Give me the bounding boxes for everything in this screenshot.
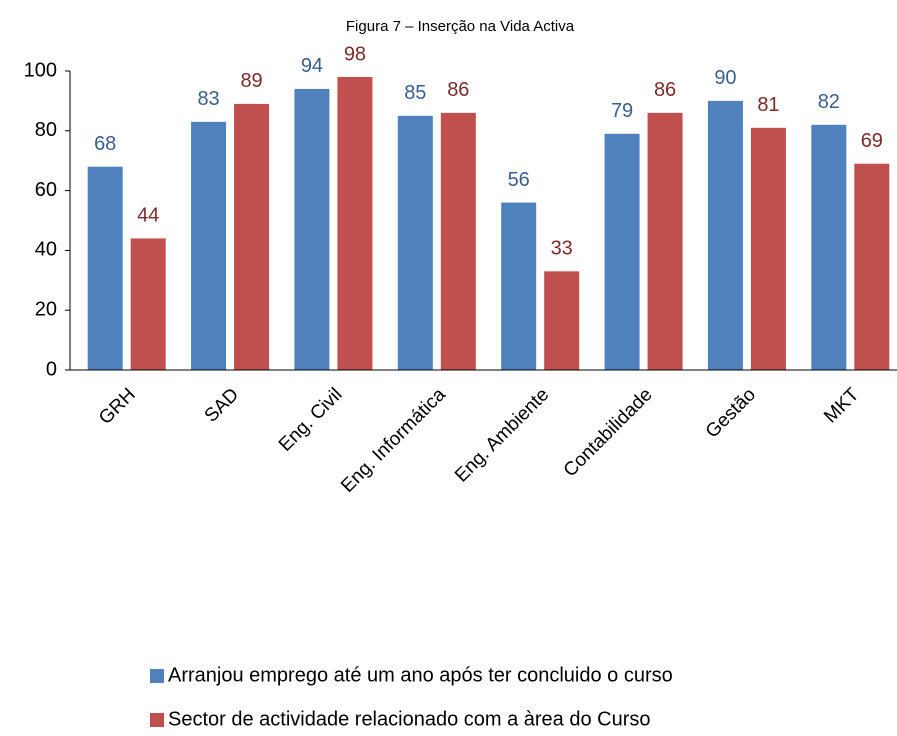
bar (294, 88, 330, 370)
bar (501, 202, 537, 370)
value-label: 68 (94, 133, 116, 155)
x-tick-label: GRH (95, 384, 140, 429)
bar (544, 271, 580, 370)
value-label: 82 (818, 91, 840, 113)
y-tick-label: 40 (35, 239, 57, 261)
y-tick-label: 0 (46, 358, 57, 380)
x-tick-label: Gestão (702, 384, 760, 442)
x-tick-label: SAD (201, 384, 243, 426)
bar (130, 238, 166, 370)
legend-swatch (150, 669, 164, 683)
bar (191, 121, 227, 370)
bar (234, 103, 270, 370)
value-label: 44 (137, 205, 159, 227)
value-label: 98 (344, 43, 366, 65)
legend-label: Arranjou emprego até um ano após ter con… (168, 664, 673, 686)
bar (397, 115, 433, 370)
value-label: 94 (301, 55, 323, 77)
x-tick-label: Contabilidade (560, 384, 657, 481)
y-tick-label: 60 (35, 179, 57, 201)
value-label: 79 (611, 100, 633, 122)
bar (811, 124, 847, 370)
value-label: 56 (508, 169, 530, 191)
bar (854, 163, 890, 370)
x-tick-label: Eng. Informática (337, 384, 450, 497)
x-tick-label: MKT (820, 384, 863, 427)
legend-label: Sector de actividade relacionado com a à… (168, 708, 651, 730)
value-label: 85 (404, 82, 426, 104)
value-label: 86 (654, 79, 676, 101)
value-label: 81 (757, 94, 779, 116)
y-tick-label: 100 (24, 59, 57, 81)
x-tick-label: Eng. Ambiente (451, 384, 553, 486)
bar (337, 76, 373, 370)
bar (604, 133, 640, 370)
y-tick-label: 80 (35, 119, 57, 141)
chart-title: Figura 7 – Inserção na Vida Activa (346, 18, 575, 35)
legend-swatch (150, 713, 164, 727)
value-label: 90 (714, 67, 736, 89)
bar (707, 100, 743, 371)
value-label: 83 (197, 88, 219, 110)
bar (647, 112, 683, 371)
value-label: 33 (551, 238, 573, 260)
value-label: 69 (861, 130, 883, 152)
x-tick-label: Eng. Civil (275, 384, 347, 456)
value-label: 89 (240, 70, 262, 92)
y-tick-label: 20 (35, 298, 57, 320)
bar (750, 127, 786, 370)
bar (87, 166, 123, 370)
value-label: 86 (447, 79, 469, 101)
bar (440, 112, 476, 371)
